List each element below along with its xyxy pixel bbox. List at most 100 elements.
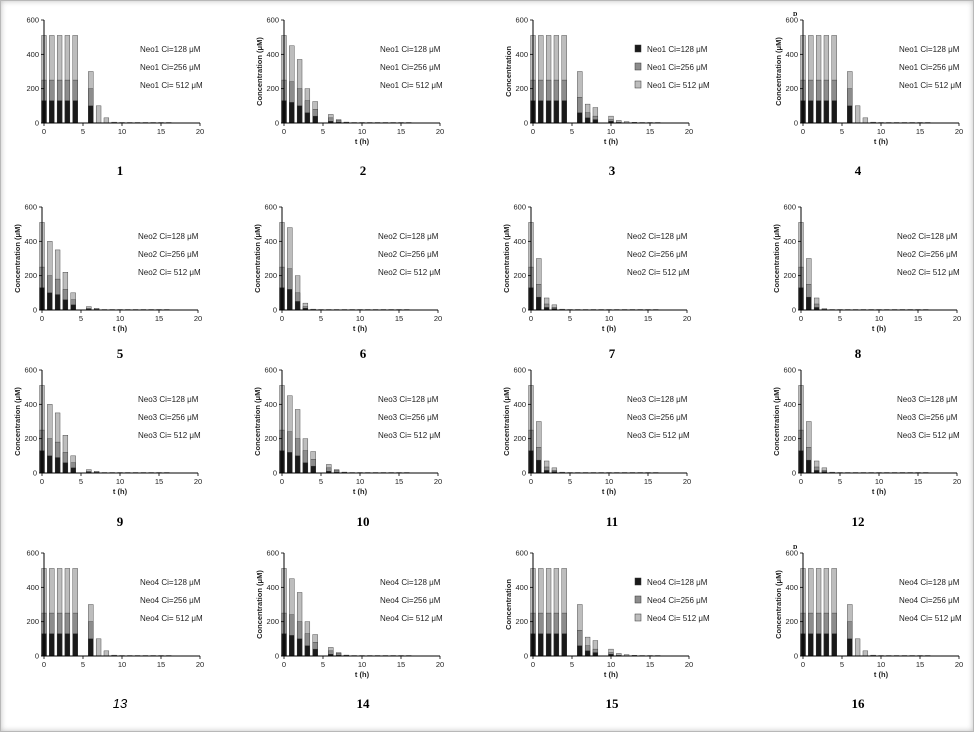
legend-entry: Neo3 Ci= 512 μM xyxy=(378,431,441,440)
x-tick-label: 15 xyxy=(155,314,163,323)
bar-series-3 xyxy=(854,638,861,657)
bar-series-1 xyxy=(536,459,542,474)
x-tick-label: 20 xyxy=(685,660,693,669)
x-tick-label: 20 xyxy=(685,127,693,136)
bar-series-1 xyxy=(54,294,61,311)
y-tick-label: 600 xyxy=(24,366,37,375)
panel-number: 11 xyxy=(606,514,618,529)
chart-panel-10: 0 200 400 600 0 5 10 15 20 t (h) Concentration (μM… xyxy=(253,366,442,530)
y-axis-title: Concentration (μM) xyxy=(13,387,22,456)
x-tick-label: 15 xyxy=(397,660,405,669)
x-tick-label: 15 xyxy=(157,127,165,136)
y-tick-label: 400 xyxy=(264,237,277,246)
x-axis-title: t (h) xyxy=(602,487,617,496)
chart-panel-12: 0 200 400 600 0 5 10 15 20 t (h) Concentration (μM… xyxy=(772,366,961,530)
bar-series-1 xyxy=(64,633,71,657)
y-tick-label: 600 xyxy=(24,203,37,212)
x-tick-label: 0 xyxy=(801,127,805,136)
x-tick-label: 20 xyxy=(194,477,202,486)
legend-entry: Neo1 Ci=128 μM xyxy=(140,45,201,54)
bar-series-1 xyxy=(545,633,552,657)
y-tick-label: 0 xyxy=(794,119,798,128)
bar-series-3 xyxy=(862,650,869,657)
x-tick-label: 20 xyxy=(434,314,442,323)
y-tick-label: 600 xyxy=(264,203,277,212)
x-tick-label: 5 xyxy=(81,127,85,136)
legend-entry: Neo1 Ci= 512 μM xyxy=(140,81,203,90)
y-tick-label: 200 xyxy=(266,617,279,626)
bar-series-1 xyxy=(70,467,76,474)
x-tick-label: 0 xyxy=(282,660,286,669)
legend-entry: Neo2 Ci=128 μM xyxy=(378,232,439,241)
legend-entry: Neo4 Ci=256 μM xyxy=(380,596,441,605)
panel-number: 7 xyxy=(609,346,616,361)
y-tick-label: 0 xyxy=(794,652,798,661)
y-tick-label: 600 xyxy=(785,549,798,558)
y-tick-label: 200 xyxy=(264,271,277,280)
bar-series-1 xyxy=(56,633,63,657)
bar-series-3 xyxy=(103,650,110,657)
bar-series-3 xyxy=(95,638,102,657)
x-axis-title: t (h) xyxy=(604,670,619,679)
y-tick-label: 600 xyxy=(513,203,526,212)
panel-number: 15 xyxy=(606,696,620,711)
y-tick-label: 200 xyxy=(785,84,798,93)
legend-swatch xyxy=(634,44,642,53)
bar-series-1 xyxy=(62,462,69,474)
x-tick-label: 5 xyxy=(321,127,325,136)
legend-entry: Neo4 Ci=128 μM xyxy=(380,578,441,587)
x-tick-label: 10 xyxy=(605,314,613,323)
chart-panel-3: 0 200 400 600 0 5 10 15 20 t (h) Concentration Neo1… xyxy=(504,16,710,179)
legend-entry: Neo1 Ci=128 μM xyxy=(380,45,441,54)
x-tick-label: 5 xyxy=(79,477,83,486)
y-tick-label: 200 xyxy=(783,434,796,443)
bar-series-1 xyxy=(72,633,78,657)
bar-series-1 xyxy=(823,100,830,124)
x-tick-label: 0 xyxy=(799,477,803,486)
y-tick-label: 600 xyxy=(266,549,279,558)
y-tick-label: 400 xyxy=(513,237,526,246)
y-tick-label: 400 xyxy=(513,400,526,409)
chart-panel-2: 0 200 400 600 0 5 10 15 20 t (h) Concentration (μM… xyxy=(255,16,444,179)
bar-series-3 xyxy=(95,105,102,124)
bar-series-3 xyxy=(854,105,861,124)
x-tick-label: 10 xyxy=(875,314,883,323)
y-tick-label: 400 xyxy=(785,50,798,59)
x-tick-label: 20 xyxy=(436,660,444,669)
x-tick-label: 10 xyxy=(356,477,364,486)
bar-series-1 xyxy=(47,292,53,311)
x-tick-label: 0 xyxy=(40,314,44,323)
bar-series-1 xyxy=(584,117,591,124)
x-tick-label: 0 xyxy=(801,660,805,669)
x-tick-label: 5 xyxy=(568,314,572,323)
legend-entry: Neo1 Ci=256 μM xyxy=(140,63,201,72)
x-tick-label: 10 xyxy=(356,314,364,323)
panel-number: 6 xyxy=(360,346,367,361)
chart-panel-1: 0 200 400 600 0 5 10 15 20 Neo1 Ci=128 μM Neo1 Ci=… xyxy=(26,16,204,179)
legend-entry: Neo3 Ci=256 μM xyxy=(378,413,439,422)
bar-series-1 xyxy=(561,633,567,657)
panel-number: 1 xyxy=(117,163,124,178)
x-tick-label: 20 xyxy=(953,477,961,486)
x-tick-label: 15 xyxy=(397,127,405,136)
x-tick-label: 10 xyxy=(358,660,366,669)
chart-panel-4: 0 200 400 600 0 5 10 15 20 t (h) Concentration (μM… xyxy=(774,12,963,178)
bar-series-1 xyxy=(847,638,853,657)
x-axis-title: t (h) xyxy=(604,137,619,146)
x-axis-title: t (h) xyxy=(353,324,368,333)
bar-series-1 xyxy=(72,100,78,124)
panel-number: 10 xyxy=(357,514,370,529)
x-tick-label: 5 xyxy=(79,314,83,323)
legend-entry: Neo1 Ci=256 μM xyxy=(380,63,441,72)
y-tick-label: 400 xyxy=(515,583,528,592)
legend-entry: Neo2 Ci=128 μM xyxy=(627,232,688,241)
x-tick-label: 20 xyxy=(436,127,444,136)
bar-series-1 xyxy=(815,633,822,657)
bar-series-1 xyxy=(806,296,812,311)
y-tick-label: 0 xyxy=(522,469,526,478)
bar-series-1 xyxy=(815,100,822,124)
y-tick-label: 200 xyxy=(513,271,526,280)
y-axis-title: Concentration xyxy=(504,579,513,630)
legend-entry: Neo1 Ci= 512 μM xyxy=(380,81,443,90)
x-tick-label: 10 xyxy=(607,660,615,669)
